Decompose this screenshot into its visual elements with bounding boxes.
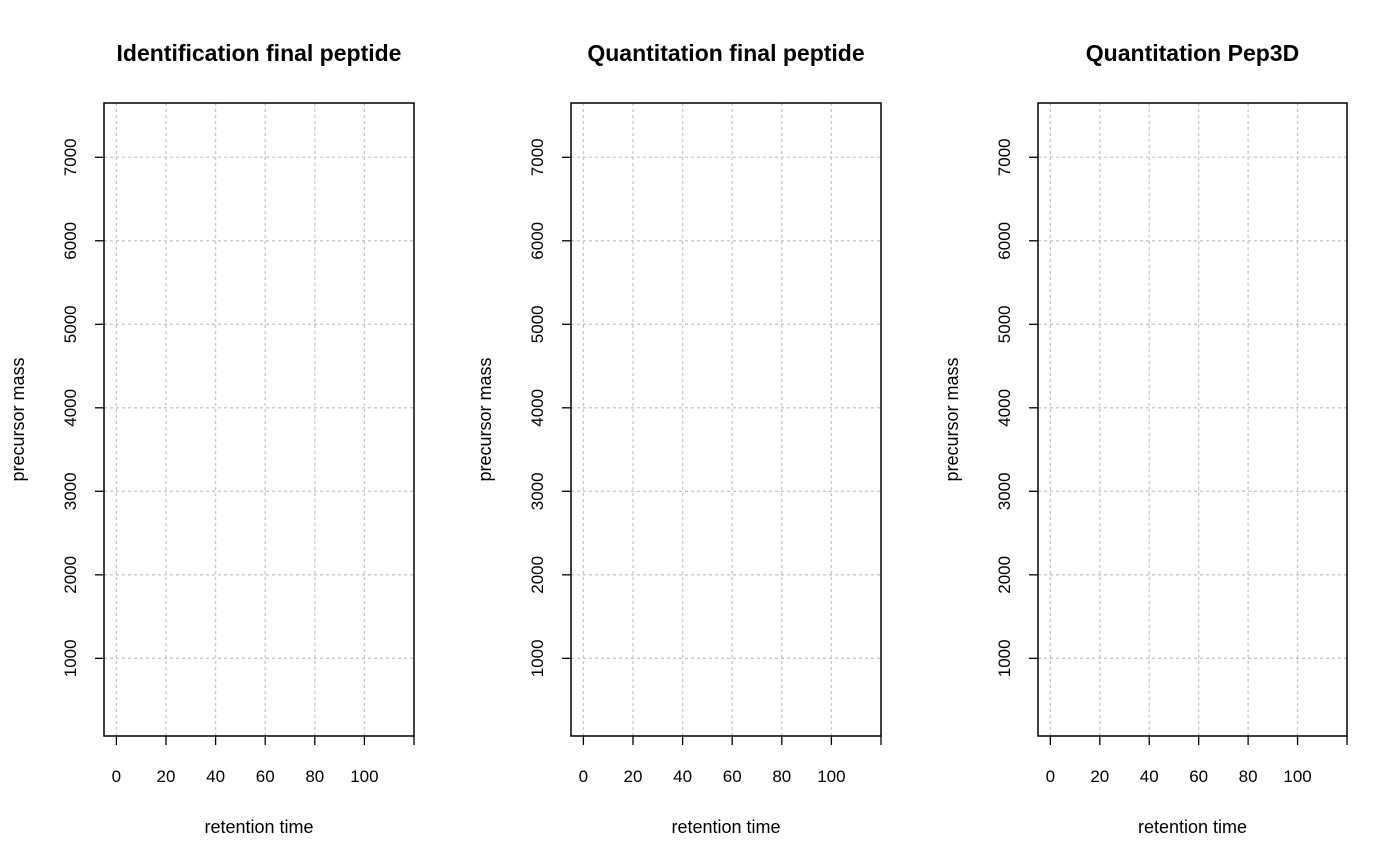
y-tick-label: 7000 bbox=[995, 138, 1014, 176]
tick-layer: 0 20 40 60 80 100 1000 2000 3000 4000 5000 6000 7000 bbox=[528, 138, 882, 786]
x-tick-label: 40 bbox=[1140, 767, 1159, 786]
y-tick-label: 4000 bbox=[995, 389, 1014, 427]
x-tick-label: 100 bbox=[350, 767, 378, 786]
y-tick-label: 3000 bbox=[995, 472, 1014, 510]
x-tick-label: 20 bbox=[1090, 767, 1109, 786]
x-axis-label: retention time bbox=[671, 817, 780, 837]
y-tick-label: 2000 bbox=[61, 556, 80, 594]
y-tick-label: 5000 bbox=[61, 305, 80, 343]
chart-panel: 0 20 40 60 80 100 1000 2000 3000 4000 5000 6000 7000… bbox=[942, 40, 1348, 837]
x-tick-label: 40 bbox=[673, 767, 692, 786]
y-tick-label: 4000 bbox=[61, 389, 80, 427]
chart-title: Identification final peptide bbox=[117, 40, 402, 66]
x-tick-label: 0 bbox=[1046, 767, 1055, 786]
y-tick-label: 7000 bbox=[528, 138, 547, 176]
chart-panel: 0 20 40 60 80 100 1000 2000 3000 4000 5000 6000 7000… bbox=[475, 40, 882, 837]
y-tick-label: 7000 bbox=[61, 138, 80, 176]
plot-frame bbox=[1037, 102, 1348, 737]
chart-panel: 0 20 40 60 80 100 1000 2000 3000 4000 5000 6000 7000… bbox=[8, 40, 415, 837]
y-tick-label: 6000 bbox=[61, 222, 80, 260]
y-tick-label: 3000 bbox=[61, 472, 80, 510]
x-axis-label: retention time bbox=[1138, 817, 1247, 837]
x-tick-label: 100 bbox=[817, 767, 845, 786]
y-tick-label: 2000 bbox=[995, 556, 1014, 594]
x-tick-label: 60 bbox=[256, 767, 275, 786]
tick-layer: 0 20 40 60 80 100 1000 2000 3000 4000 5000 6000 7000 bbox=[61, 138, 415, 786]
y-tick-label: 6000 bbox=[995, 222, 1014, 260]
x-tick-label: 60 bbox=[1189, 767, 1208, 786]
x-tick-label: 80 bbox=[772, 767, 791, 786]
chart-title: Quantitation final peptide bbox=[587, 40, 864, 66]
x-tick-label: 60 bbox=[723, 767, 742, 786]
x-tick-label: 20 bbox=[157, 767, 176, 786]
plot-frame bbox=[103, 102, 415, 737]
x-tick-label: 0 bbox=[112, 767, 121, 786]
y-tick-label: 6000 bbox=[528, 222, 547, 260]
grid-layer bbox=[571, 103, 881, 736]
x-tick-label: 0 bbox=[579, 767, 588, 786]
y-tick-label: 1000 bbox=[528, 639, 547, 677]
y-tick-label: 2000 bbox=[528, 556, 547, 594]
chart-title: Quantitation Pep3D bbox=[1086, 40, 1299, 66]
plot-frame bbox=[570, 102, 882, 737]
y-tick-label: 1000 bbox=[995, 639, 1014, 677]
y-tick-label: 5000 bbox=[528, 305, 547, 343]
x-tick-label: 80 bbox=[1239, 767, 1258, 786]
y-tick-label: 5000 bbox=[995, 305, 1014, 343]
x-tick-label: 40 bbox=[206, 767, 225, 786]
y-axis-label: precursor mass bbox=[942, 357, 962, 481]
x-tick-label: 80 bbox=[305, 767, 324, 786]
grid-layer bbox=[104, 103, 414, 736]
y-tick-label: 4000 bbox=[528, 389, 547, 427]
x-tick-label: 100 bbox=[1283, 767, 1311, 786]
y-tick-label: 1000 bbox=[61, 639, 80, 677]
tick-layer: 0 20 40 60 80 100 1000 2000 3000 4000 5000 6000 7000 bbox=[995, 138, 1348, 786]
x-tick-label: 20 bbox=[624, 767, 643, 786]
x-axis-label: retention time bbox=[204, 817, 313, 837]
y-axis-label: precursor mass bbox=[475, 357, 495, 481]
y-tick-label: 3000 bbox=[528, 472, 547, 510]
y-axis-label: precursor mass bbox=[8, 357, 28, 481]
